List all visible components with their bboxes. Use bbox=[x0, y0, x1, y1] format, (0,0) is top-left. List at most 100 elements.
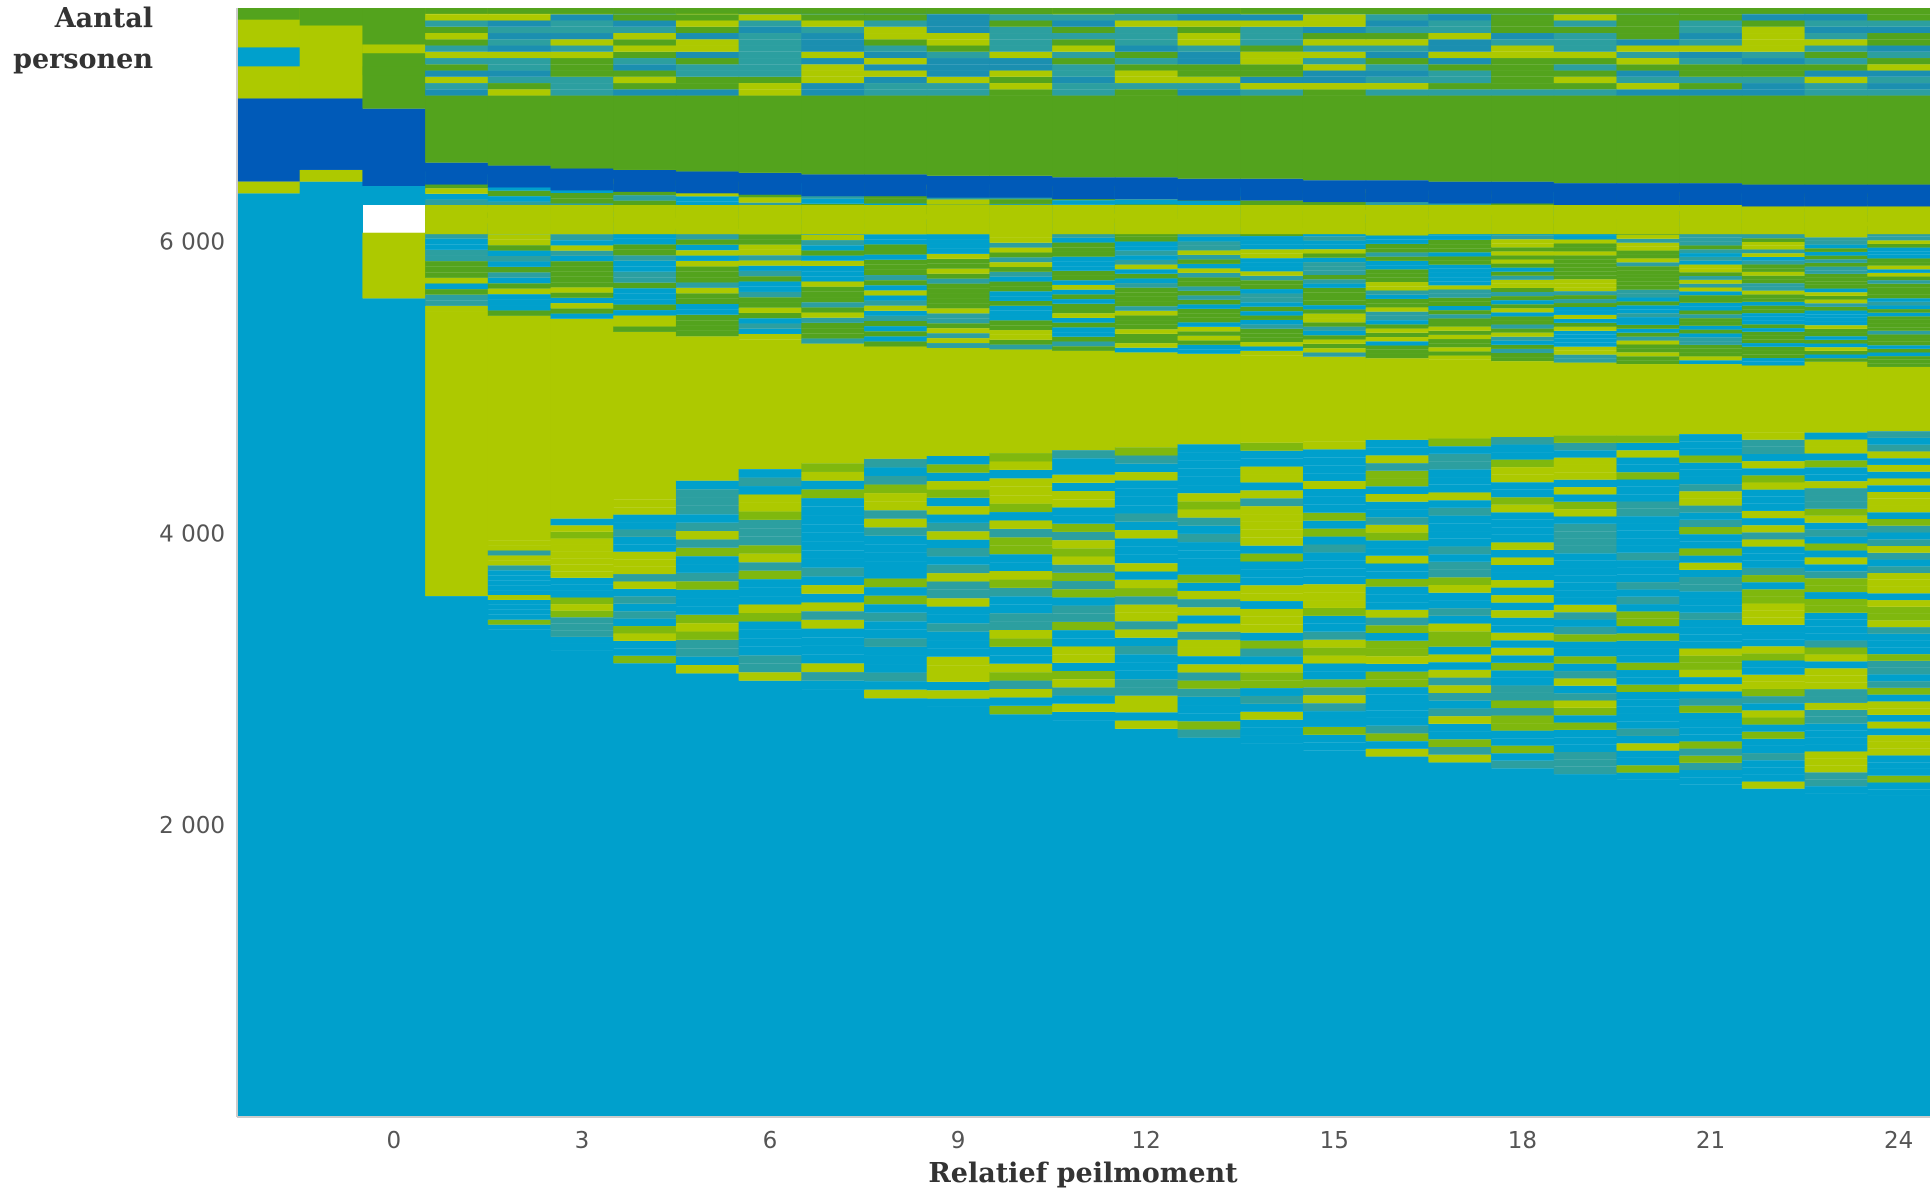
state-2-band bbox=[1177, 204, 1241, 235]
state-3-band bbox=[1052, 95, 1116, 178]
mixed-band bbox=[1428, 20, 1492, 27]
mixed-band bbox=[550, 303, 614, 309]
mixed-band bbox=[1114, 199, 1179, 205]
mixed-band bbox=[1491, 357, 1555, 362]
mixed-band bbox=[550, 20, 614, 27]
mixed-band bbox=[926, 514, 991, 523]
mixed-band bbox=[989, 680, 1053, 689]
mixed-band bbox=[1114, 273, 1179, 279]
mixed-band bbox=[1867, 76, 1930, 84]
mixed-band bbox=[1177, 623, 1241, 632]
mixed-band bbox=[1804, 361, 1868, 366]
mixed-band bbox=[1491, 76, 1555, 84]
mixed-band bbox=[1491, 452, 1555, 460]
mixed-band bbox=[738, 244, 802, 250]
mixed-band bbox=[1240, 569, 1304, 578]
mixed-band bbox=[864, 64, 928, 71]
mixed-band bbox=[1365, 478, 1429, 487]
mixed-band bbox=[1679, 569, 1743, 578]
mixed-band bbox=[1240, 51, 1304, 59]
mixed-band bbox=[864, 234, 928, 240]
mixed-band bbox=[1741, 745, 1806, 754]
mixed-band bbox=[1741, 653, 1806, 661]
mixed-band bbox=[1679, 14, 1743, 21]
mixed-band bbox=[801, 558, 865, 568]
mixed-band bbox=[1741, 610, 1806, 618]
mixed-band bbox=[1428, 507, 1492, 516]
mixed-band bbox=[1553, 634, 1618, 642]
mixed-band bbox=[675, 314, 740, 321]
mixed-band bbox=[1052, 317, 1116, 323]
mixed-band bbox=[1867, 283, 1930, 288]
mixed-band bbox=[1177, 259, 1241, 264]
mixed-band bbox=[1867, 272, 1930, 277]
mixed-band bbox=[738, 33, 802, 40]
mixed-band bbox=[550, 538, 614, 545]
mixed-band bbox=[989, 562, 1053, 572]
mixed-band bbox=[801, 567, 865, 577]
mixed-band bbox=[1302, 679, 1367, 688]
mixed-band bbox=[1491, 45, 1555, 52]
mixed-band bbox=[1616, 277, 1680, 282]
mixed-band bbox=[864, 280, 928, 286]
state-2-band bbox=[1052, 204, 1116, 235]
mixed-band bbox=[864, 458, 928, 468]
mixed-band bbox=[1804, 328, 1868, 333]
mixed-band bbox=[801, 338, 865, 344]
mixed-band bbox=[1553, 239, 1618, 244]
mixed-band bbox=[1428, 531, 1492, 539]
mixed-band bbox=[1741, 453, 1806, 462]
mixed-band bbox=[1428, 669, 1492, 678]
mixed-band bbox=[926, 665, 991, 674]
mixed-band bbox=[550, 45, 614, 52]
mixed-band bbox=[1302, 287, 1367, 293]
mixed-band bbox=[1114, 629, 1179, 638]
mixed-band bbox=[1804, 495, 1868, 502]
mixed-band bbox=[1240, 262, 1304, 267]
mixed-band bbox=[801, 20, 865, 27]
mixed-band bbox=[1428, 272, 1492, 278]
mixed-band bbox=[613, 507, 677, 515]
mixed-band bbox=[1553, 597, 1618, 605]
state-3-band bbox=[989, 8, 1053, 14]
mixed-band bbox=[1867, 667, 1930, 675]
mixed-band bbox=[1428, 347, 1492, 352]
mixed-band bbox=[926, 20, 991, 27]
mixed-band bbox=[1616, 692, 1680, 700]
state-3-band bbox=[675, 95, 740, 172]
mixed-band bbox=[1741, 482, 1806, 490]
state-4-band bbox=[738, 172, 802, 195]
state-3-band bbox=[550, 8, 614, 14]
x-tick-label: 6 bbox=[763, 1128, 778, 1154]
state-2-band bbox=[1114, 352, 1179, 448]
mixed-band bbox=[738, 638, 802, 647]
state-3-band bbox=[1804, 95, 1868, 185]
state-4-band bbox=[675, 171, 740, 194]
mixed-band bbox=[1867, 262, 1930, 266]
mixed-band bbox=[487, 185, 552, 191]
mixed-band bbox=[1553, 64, 1618, 71]
state-3-band bbox=[299, 8, 363, 26]
state-3-band bbox=[1616, 95, 1680, 184]
mixed-band bbox=[1365, 328, 1429, 333]
mixed-band bbox=[1428, 248, 1492, 253]
mixed-band bbox=[550, 617, 614, 624]
mixed-band bbox=[1365, 89, 1429, 96]
mixed-band bbox=[675, 665, 740, 674]
mixed-band bbox=[487, 83, 552, 90]
state-2-band bbox=[550, 318, 614, 519]
mixed-band bbox=[487, 261, 552, 267]
mixed-band bbox=[1114, 301, 1179, 307]
mixed-band bbox=[1428, 39, 1492, 46]
mixed-band bbox=[1867, 694, 1930, 702]
mixed-band bbox=[1302, 305, 1367, 310]
mixed-band bbox=[801, 276, 865, 282]
mixed-band bbox=[613, 566, 677, 575]
mixed-band bbox=[1804, 259, 1868, 263]
mixed-band bbox=[1491, 625, 1555, 633]
mixed-band bbox=[989, 286, 1053, 292]
mixed-band bbox=[989, 262, 1053, 268]
mixed-band bbox=[1867, 348, 1930, 353]
mixed-band bbox=[1867, 334, 1930, 339]
mixed-band bbox=[1365, 83, 1429, 90]
